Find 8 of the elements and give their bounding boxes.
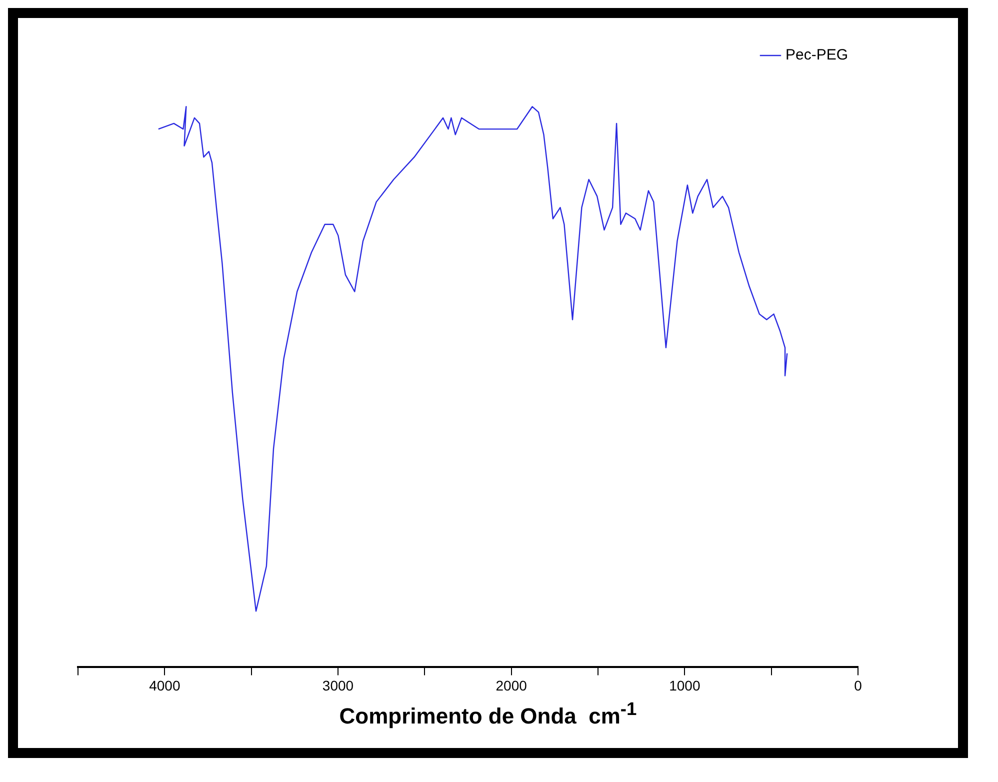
frame-border: Pec-PEG 4000 3000 2000 1000 0 Comprimento de Onda cm$^{-1}$ — [8, 8, 968, 758]
x-tick-label: 4000 — [149, 677, 180, 694]
x-tick-label: 3000 — [322, 677, 354, 694]
legend-label: Pec-PEG — [785, 46, 848, 64]
x-tick-label: 0 — [854, 677, 862, 694]
x-axis-title: Comprimento de Onda cm$^{-1}$ — [338, 698, 638, 730]
x-tick-label: 1000 — [669, 677, 700, 694]
x-tick-label: 2000 — [496, 677, 528, 694]
